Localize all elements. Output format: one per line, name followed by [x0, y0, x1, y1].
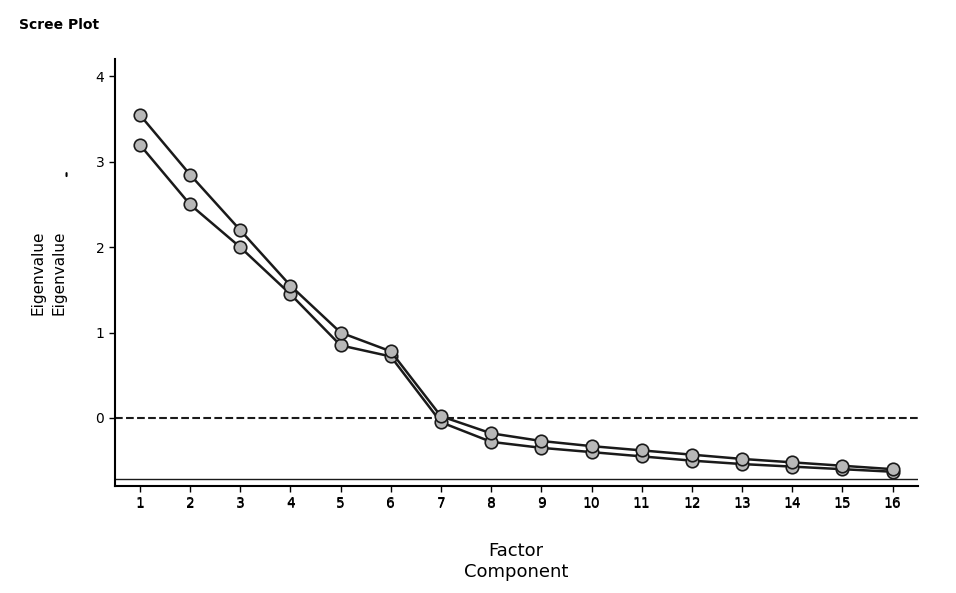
Text: Component: Component — [464, 563, 569, 581]
Text: Factor: Factor — [489, 542, 544, 560]
Text: Eigenvalue: Eigenvalue — [51, 231, 66, 315]
Text: 14: 14 — [784, 498, 801, 511]
Text: 5: 5 — [337, 498, 345, 511]
Text: 11: 11 — [633, 498, 651, 511]
Text: 16: 16 — [883, 498, 902, 511]
Text: 8: 8 — [487, 498, 495, 511]
Text: 10: 10 — [583, 498, 600, 511]
Text: 12: 12 — [684, 498, 701, 511]
Text: Eigenvalue: Eigenvalue — [31, 231, 46, 315]
Text: 7: 7 — [437, 498, 445, 511]
Text: 2: 2 — [185, 498, 194, 511]
Text: 13: 13 — [733, 498, 750, 511]
Text: 3: 3 — [236, 498, 245, 511]
Text: 1: 1 — [136, 498, 144, 511]
Text: 4: 4 — [286, 498, 294, 511]
Text: 9: 9 — [537, 498, 546, 511]
Text: 15: 15 — [834, 498, 851, 511]
Text: Scree Plot: Scree Plot — [19, 18, 99, 32]
Text: 6: 6 — [386, 498, 395, 511]
